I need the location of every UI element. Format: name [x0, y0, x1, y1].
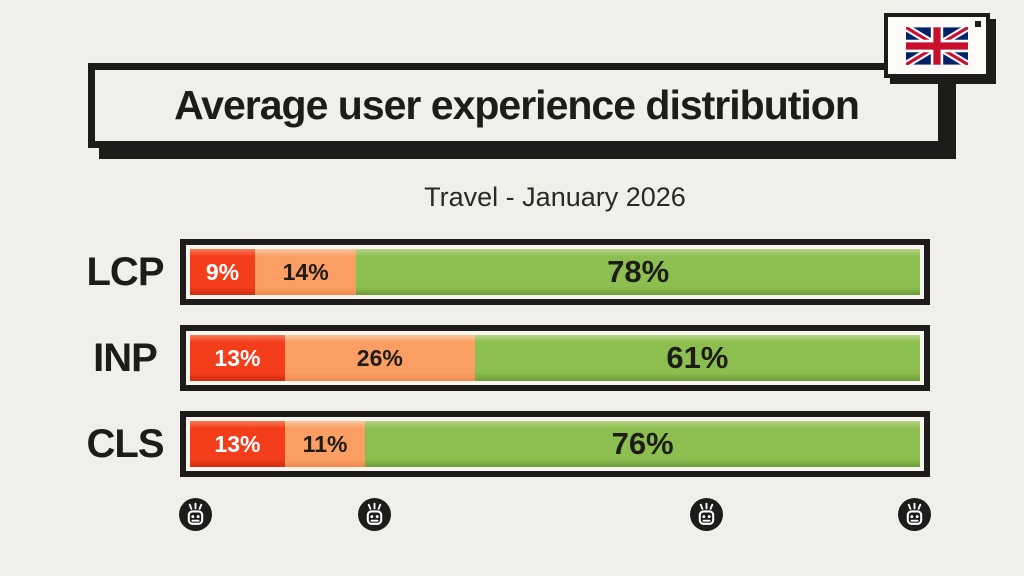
segment-cls-poor: 13%	[190, 421, 285, 467]
segment-value-label: 61%	[666, 340, 729, 375]
mascot-face-icon	[358, 498, 391, 531]
metric-label-cls: CLS	[86, 422, 165, 466]
page-title: Average user experience distribution	[174, 82, 860, 128]
segment-value-label: 76%	[611, 426, 674, 461]
metric-label-lcp: LCP	[86, 250, 165, 294]
bar-row-lcp: LCP 9% 14% 78%	[0, 239, 1024, 305]
segment-inp-needs-improvement: 26%	[284, 335, 475, 381]
mascot-face-icon	[179, 498, 212, 531]
bar-frame-cls: 13% 11% 76%	[180, 411, 930, 477]
segment-lcp-good: 78%	[356, 249, 920, 295]
bar-row-cls: CLS 13% 11% 76%	[0, 411, 1024, 477]
segment-value-label: 14%	[282, 258, 329, 285]
language-flag-widget[interactable]	[884, 13, 990, 78]
segment-cls-needs-improvement: 11%	[284, 421, 366, 467]
corner-dot-marker	[975, 21, 981, 27]
mascot-face-icon	[898, 498, 931, 531]
segment-value-label: 13%	[214, 430, 261, 457]
title-box: Average user experience distribution	[88, 63, 945, 148]
segment-lcp-needs-improvement: 14%	[255, 249, 357, 295]
segment-value-label: 78%	[607, 254, 670, 289]
bar-frame-lcp: 9% 14% 78%	[180, 239, 930, 305]
segment-inp-poor: 13%	[190, 335, 285, 381]
segment-value-label: 11%	[302, 430, 348, 457]
segment-cls-good: 76%	[365, 421, 920, 467]
mascot-face-icon	[690, 498, 723, 531]
segment-value-label: 9%	[205, 258, 240, 285]
chart-subtitle: Travel - January 2026	[424, 182, 686, 212]
segment-value-label: 13%	[214, 344, 261, 371]
uk-flag-icon	[906, 26, 968, 65]
segment-value-label: 26%	[356, 344, 403, 371]
segment-inp-good: 61%	[474, 335, 920, 381]
bar-frame-inp: 13% 26% 61%	[180, 325, 930, 391]
segment-lcp-poor: 9%	[190, 249, 256, 295]
bar-row-inp: INP 13% 26% 61%	[0, 325, 1024, 391]
metric-label-inp: INP	[93, 336, 158, 380]
